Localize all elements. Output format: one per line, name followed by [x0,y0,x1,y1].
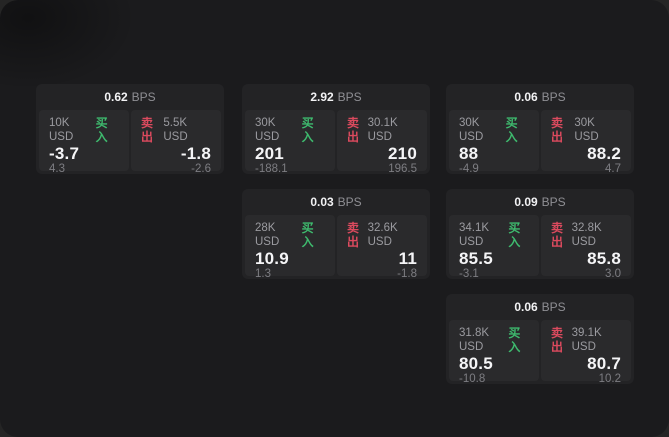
sell-label: 卖出 [551,326,564,354]
buy-label: 买入 [301,116,314,144]
quote-card: 0.06 BPS 30K USD 买入 88 -4.9 卖出 30K USD 8… [446,84,634,175]
bps-value: 0.09 [514,195,538,209]
buy-panel[interactable]: 34.1K USD 买入 85.5 -3.1 [449,215,539,280]
bps-value: 0.03 [310,195,334,209]
sell-amount: 32.8K USD [571,222,602,248]
bps-value: 0.62 [104,90,128,104]
buy-price: 80.5 [459,354,493,373]
sell-panel[interactable]: 卖出 30.1K USD 210 196.5 [337,110,427,175]
sell-panel[interactable]: 卖出 5.5K USD -1.8 -2.6 [131,110,221,175]
bps-unit-label: BPS [541,300,566,314]
sell-price: 11 [398,249,417,268]
buy-panel[interactable]: 28K USD 买入 10.9 1.3 [245,215,335,280]
bps-value: 2.92 [310,90,334,104]
buy-label: 买入 [508,326,521,354]
bps-unit-label: BPS [337,90,362,104]
buy-change: -10.8 [459,373,486,385]
sell-change: 196.5 [388,163,417,175]
buy-panel[interactable]: 10K USD 买入 -3.7 4.3 [39,110,129,175]
buy-price: 88 [459,144,479,163]
quote-card: 0.62 BPS 10K USD 买入 -3.7 4.3 卖出 5.5K USD… [36,84,224,175]
buy-price: 201 [255,144,284,163]
bps-value: 0.06 [514,90,538,104]
bps-value: 0.06 [514,300,538,314]
bps-header: 0.06 BPS [449,294,631,320]
bps-unit-label: BPS [541,195,566,209]
bps-unit-label: BPS [131,90,156,104]
sell-panel[interactable]: 卖出 32.6K USD 11 -1.8 [337,215,427,280]
buy-label: 买入 [505,116,518,144]
buy-amount: 10K USD [49,117,74,143]
bps-header: 0.03 BPS [245,189,427,215]
buy-change: -3.1 [459,268,479,280]
buy-panel[interactable]: 31.8K USD 买入 80.5 -10.8 [449,320,539,385]
buy-price: 85.5 [459,249,493,268]
sell-panel[interactable]: 卖出 32.8K USD 85.8 3.0 [541,215,631,280]
quote-card: 2.92 BPS 30K USD 买入 201 -188.1 卖出 30.1K … [242,84,430,175]
sell-change: 3.0 [605,268,621,280]
sell-amount: 30K USD [574,117,599,143]
bps-unit-label: BPS [337,195,362,209]
buy-panel[interactable]: 30K USD 买入 88 -4.9 [449,110,539,175]
sell-change: -2.6 [191,163,211,175]
bps-unit-label: BPS [541,90,566,104]
sell-amount: 39.1K USD [571,327,602,353]
quote-card: 0.09 BPS 34.1K USD 买入 85.5 -3.1 卖出 32.8K… [446,189,634,280]
sell-change: 10.2 [598,373,621,385]
sell-panel[interactable]: 卖出 39.1K USD 80.7 10.2 [541,320,631,385]
sell-change: -1.8 [397,268,417,280]
buy-amount: 31.8K USD [459,327,490,353]
buy-panel[interactable]: 30K USD 买入 201 -188.1 [245,110,335,175]
sell-label: 卖出 [551,116,564,144]
buy-change: -188.1 [255,163,288,175]
bps-header: 0.09 BPS [449,189,631,215]
sell-label: 卖出 [347,221,360,249]
sell-price: -1.8 [180,144,211,163]
buy-change: 4.3 [49,163,65,175]
sell-change: 4.7 [605,163,621,175]
sell-label: 卖出 [551,221,564,249]
sell-price: 80.7 [587,354,621,373]
sell-label: 卖出 [347,116,360,144]
buy-label: 买入 [508,221,521,249]
quote-card: 0.06 BPS 31.8K USD 买入 80.5 -10.8 卖出 39.1… [446,294,634,385]
sell-price: 210 [388,144,417,163]
sell-amount: 32.6K USD [367,222,398,248]
buy-label: 买入 [301,221,314,249]
buy-price: 10.9 [255,249,289,268]
buy-amount: 30K USD [255,117,280,143]
sell-label: 卖出 [141,116,154,144]
sell-amount: 5.5K USD [163,117,188,143]
buy-change: 1.3 [255,268,271,280]
sell-price: 88.2 [587,144,621,163]
bps-header: 0.06 BPS [449,84,631,110]
buy-amount: 28K USD [255,222,280,248]
sell-amount: 30.1K USD [367,117,398,143]
buy-amount: 30K USD [459,117,484,143]
quote-card: 0.03 BPS 28K USD 买入 10.9 1.3 卖出 32.6K US… [242,189,430,280]
bps-header: 2.92 BPS [245,84,427,110]
buy-price: -3.7 [49,144,80,163]
sell-price: 85.8 [587,249,621,268]
sell-panel[interactable]: 卖出 30K USD 88.2 4.7 [541,110,631,175]
buy-amount: 34.1K USD [459,222,490,248]
buy-label: 买入 [95,116,108,144]
buy-change: -4.9 [459,163,479,175]
bps-header: 0.62 BPS [39,84,221,110]
